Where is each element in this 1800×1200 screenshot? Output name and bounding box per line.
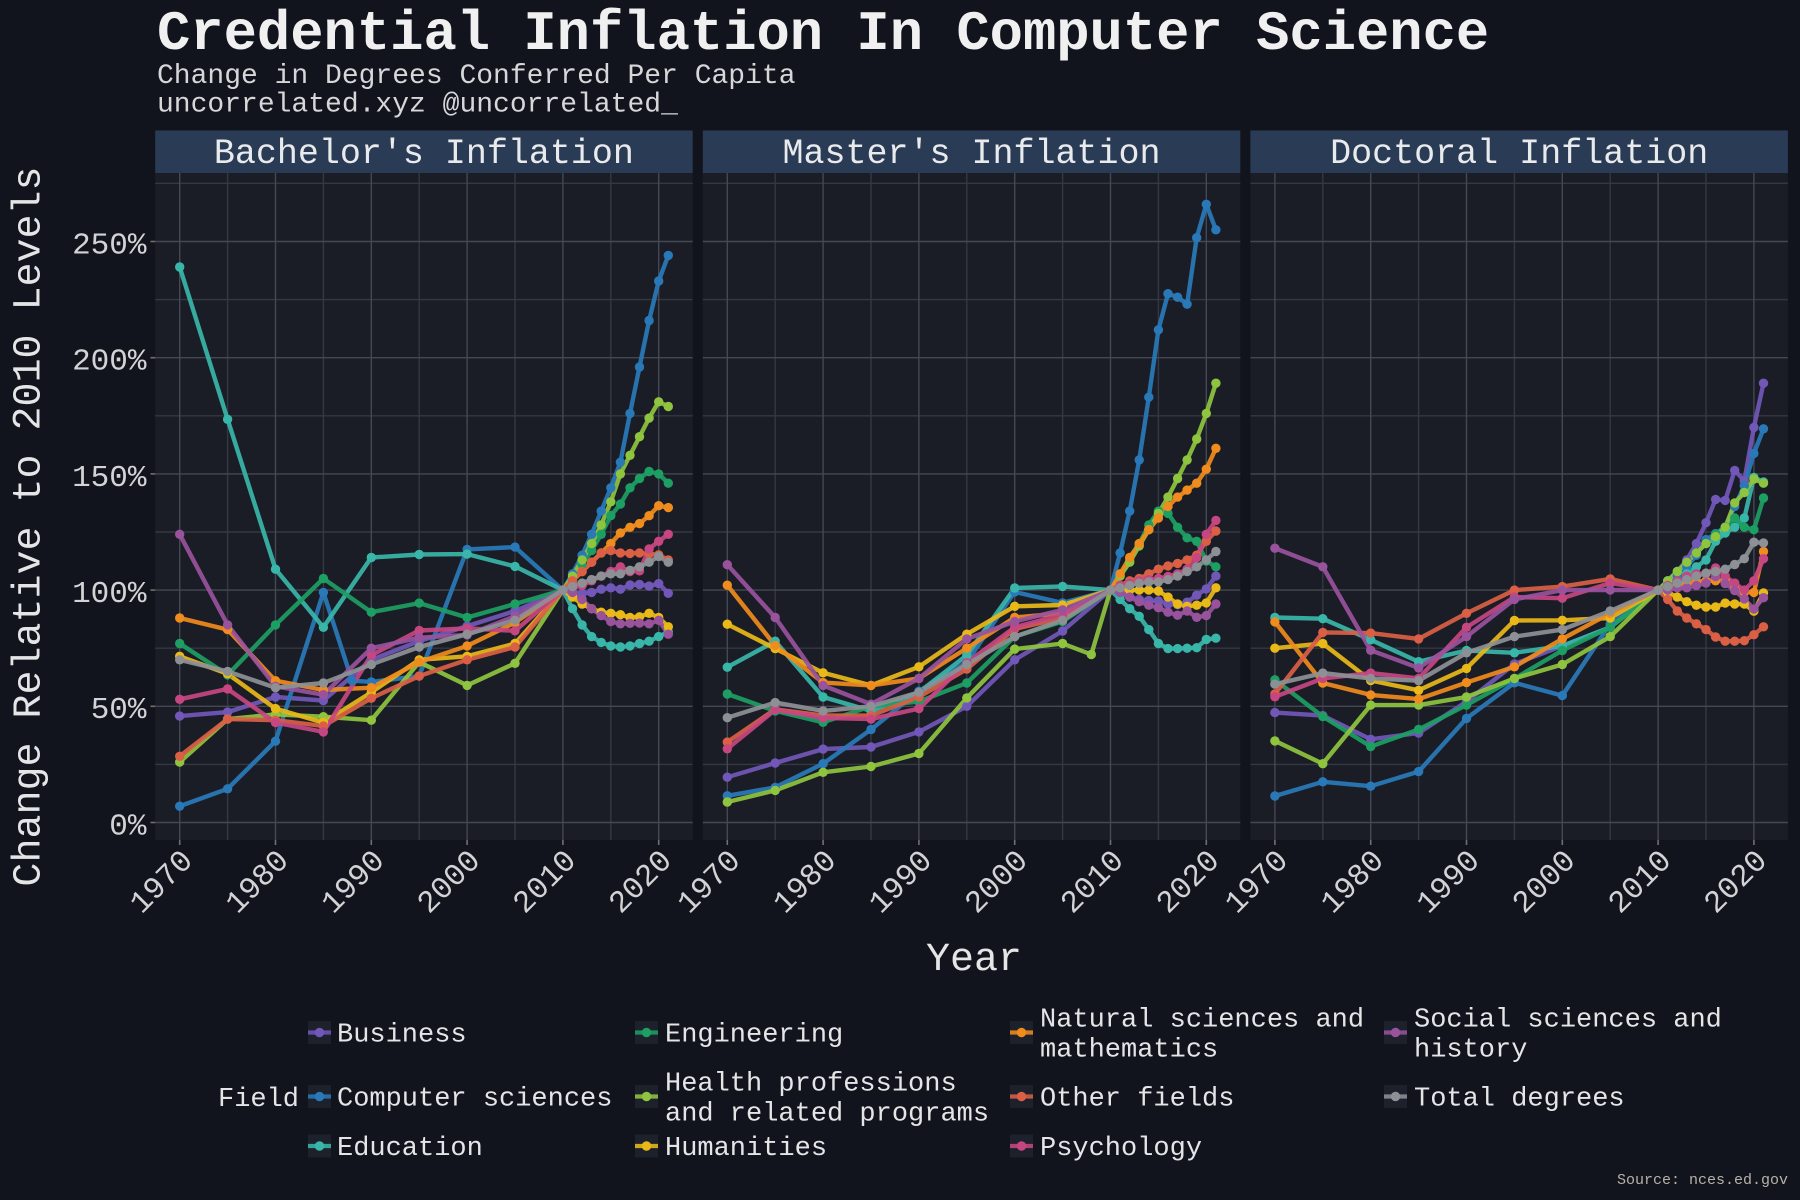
svg-text:Other fields: Other fields [1040,1085,1234,1115]
svg-text:Education: Education [337,1134,483,1164]
svg-text:Field: Field [218,1085,299,1115]
svg-text:Change in Degrees Conferred Pe: Change in Degrees Conferred Per Capita [157,61,796,92]
svg-text:Humanities: Humanities [665,1134,827,1164]
svg-text:Computer sciences: Computer sciences [337,1085,612,1115]
svg-text:50%: 50% [91,693,147,728]
svg-text:0%: 0% [109,809,147,844]
svg-text:Credential Inflation In Comput: Credential Inflation In Computer Science [157,3,1489,66]
svg-text:Doctoral Inflation: Doctoral Inflation [1330,134,1708,174]
svg-text:Total degrees: Total degrees [1414,1085,1625,1115]
svg-text:150%: 150% [72,461,147,496]
svg-text:Master's Inflation: Master's Inflation [782,134,1160,174]
svg-text:Source: nces.ed.gov: Source: nces.ed.gov [1617,1172,1788,1189]
svg-text:Year: Year [926,938,1022,983]
svg-text:Business: Business [337,1021,467,1051]
svg-text:Social sciences and: Social sciences and [1414,1006,1722,1036]
svg-text:100%: 100% [72,577,147,612]
svg-text:and related programs: and related programs [665,1100,989,1130]
svg-text:Bachelor's Inflation: Bachelor's Inflation [214,134,634,174]
svg-text:200%: 200% [72,345,147,380]
svg-text:history: history [1414,1036,1527,1066]
svg-text:Health professions: Health professions [665,1070,957,1100]
svg-text:uncorrelated.xyz @uncorrelated: uncorrelated.xyz @uncorrelated_ [157,90,678,121]
svg-text:Engineering: Engineering [665,1021,843,1051]
svg-text:250%: 250% [72,228,147,263]
svg-text:Psychology: Psychology [1040,1134,1202,1164]
svg-text:Change Relative to 2010 Levels: Change Relative to 2010 Levels [8,166,53,886]
svg-text:Natural sciences and: Natural sciences and [1040,1006,1364,1036]
svg-text:mathematics: mathematics [1040,1036,1218,1066]
